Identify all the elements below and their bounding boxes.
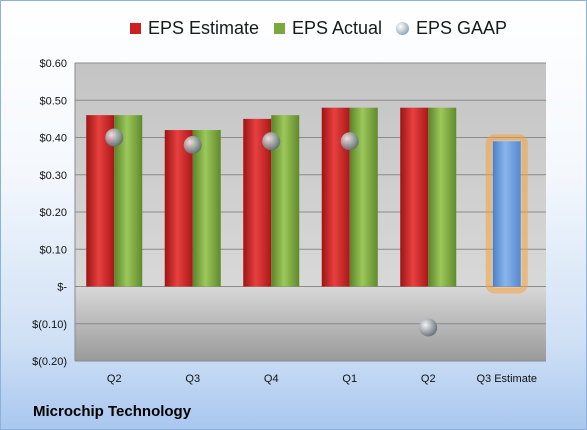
legend-swatch-estimate bbox=[130, 23, 141, 34]
y-tick-label: $0.30 bbox=[39, 170, 67, 182]
point-eps-gaap bbox=[340, 132, 359, 151]
bar-eps-future-estimate bbox=[492, 141, 521, 287]
point-eps-gaap bbox=[183, 135, 202, 154]
bar-eps-actual bbox=[192, 130, 221, 287]
legend-label-estimate: EPS Estimate bbox=[148, 18, 260, 38]
x-tick-label: Q2 bbox=[107, 373, 122, 385]
legend-swatch-actual bbox=[274, 23, 285, 34]
point-eps-gaap bbox=[105, 128, 124, 147]
legend-label-actual: EPS Actual bbox=[292, 18, 383, 38]
bar-eps-estimate bbox=[164, 130, 193, 287]
y-tick-label: $0.10 bbox=[39, 244, 67, 256]
y-tick-label: $0.50 bbox=[39, 95, 67, 107]
point-eps-gaap bbox=[262, 132, 281, 151]
y-tick-label: $0.60 bbox=[39, 58, 67, 70]
bar-eps-estimate bbox=[400, 107, 429, 287]
y-tick-label: $- bbox=[57, 282, 67, 294]
y-tick-label: $(0.20) bbox=[32, 356, 67, 368]
point-eps-gaap bbox=[419, 318, 438, 337]
bar-eps-actual bbox=[428, 107, 457, 287]
x-tick-label: Q2 bbox=[421, 373, 436, 385]
eps-chart: $0.60 $0.50 $0.40 $0.30 $0.20 $0.10 $- $(0.10) $… bbox=[32, 58, 546, 385]
legend: EPS Estimate EPS Actual EPS GAAP bbox=[1, 18, 586, 42]
y-tick-label: $0.20 bbox=[39, 207, 67, 219]
x-tick-label: Q1 bbox=[342, 373, 357, 385]
legend-swatch-gaap bbox=[396, 22, 409, 35]
bar-highlight-glow bbox=[485, 134, 528, 294]
legend-item-gaap: EPS GAAP bbox=[396, 18, 507, 39]
x-tick-label: Q3 bbox=[185, 373, 200, 385]
y-tick-label: $0.40 bbox=[39, 133, 67, 145]
x-tick-label: Q3 Estimate bbox=[476, 373, 537, 385]
x-tick-label: Q4 bbox=[264, 373, 279, 385]
legend-item-actual: EPS Actual bbox=[274, 18, 382, 39]
y-tick-label: $(0.10) bbox=[32, 319, 67, 331]
legend-label-gaap: EPS GAAP bbox=[416, 18, 508, 38]
company-name: Microchip Technology bbox=[33, 403, 192, 420]
legend-item-estimate: EPS Estimate bbox=[130, 18, 259, 39]
